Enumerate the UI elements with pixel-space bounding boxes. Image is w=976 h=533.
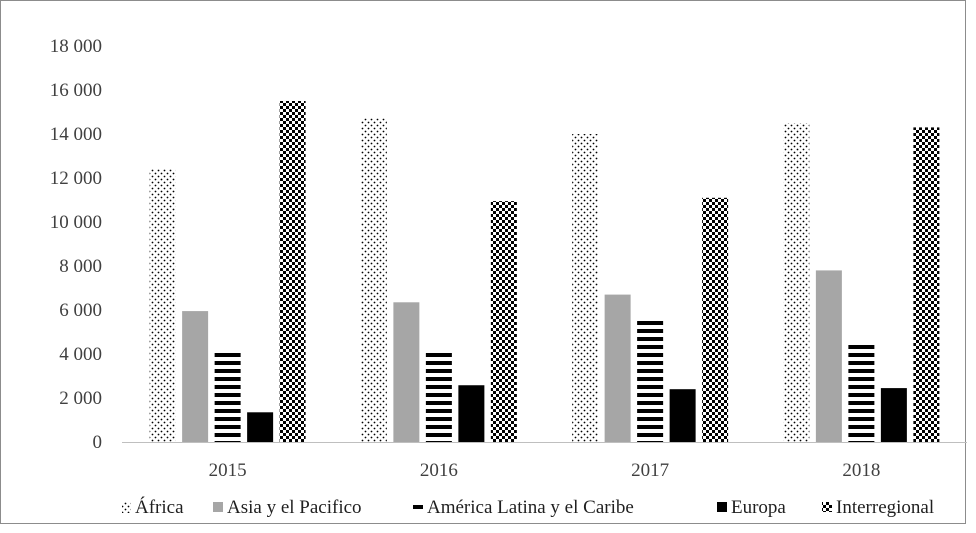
bar-dots: [572, 134, 599, 442]
bar-solid-black: [247, 412, 274, 442]
bar-solid-gray: [393, 302, 420, 442]
x-tick-label: 2018: [842, 460, 880, 481]
legend-label: Interregional: [836, 497, 934, 518]
legend-label: América Latina y el Caribe: [427, 497, 634, 518]
y-tick-label: 8 000: [59, 256, 102, 277]
y-tick-label: 2 000: [59, 388, 102, 409]
bar-solid-black: [458, 385, 485, 442]
bar-solid-gray: [815, 270, 842, 442]
legend-label: Europa: [731, 497, 786, 518]
bar-dots: [783, 123, 810, 442]
bar-solid-gray: [604, 294, 631, 442]
legend-swatch: [413, 502, 423, 512]
bars: [149, 101, 940, 443]
bar-hstripes: [848, 343, 875, 442]
bar-chart: 0 2 000 4 000 6 000 8 000 10 000 12 000 14 000 1…: [50, 36, 967, 518]
y-tick-label: 6 000: [59, 300, 102, 321]
y-tick-label: 0: [93, 432, 103, 453]
y-tick-label: 16 000: [50, 80, 102, 101]
bar-solid-gray: [182, 311, 209, 442]
bar-checker: [702, 197, 729, 442]
legend-label: África: [135, 496, 184, 518]
bar-hstripes: [214, 352, 241, 442]
x-axis-ticks: 2015 2016 2017 2018: [209, 460, 881, 481]
x-tick-label: 2015: [209, 460, 247, 481]
chart-frame: 0 2 000 4 000 6 000 8 000 10 000 12 000 14 000 1…: [0, 0, 967, 524]
y-tick-label: 4 000: [59, 344, 102, 365]
bar-checker: [913, 127, 940, 443]
legend-label: Asia y el Pacifico: [227, 497, 362, 518]
y-tick-label: 14 000: [50, 124, 102, 145]
y-tick-label: 18 000: [50, 36, 102, 57]
bar-checker: [279, 101, 306, 442]
y-tick-label: 10 000: [50, 212, 102, 233]
bar-dots: [360, 118, 387, 442]
legend-swatch: [822, 502, 832, 512]
x-tick-label: 2016: [420, 460, 458, 481]
y-tick-label: 12 000: [50, 168, 102, 189]
legend-swatch: [122, 502, 131, 513]
x-tick-label: 2017: [631, 460, 669, 481]
bar-dots: [149, 169, 176, 442]
bar-hstripes: [637, 318, 664, 442]
bar-solid-black: [880, 388, 907, 442]
legend: África Asia y el Pacifico América Latina y…: [122, 496, 934, 518]
bar-solid-black: [669, 389, 696, 442]
bar-checker: [490, 201, 517, 442]
legend-swatch: [213, 502, 223, 512]
bar-hstripes: [425, 351, 452, 442]
y-axis-ticks: 0 2 000 4 000 6 000 8 000 10 000 12 000 14 000 1…: [50, 36, 102, 453]
legend-swatch: [717, 502, 727, 512]
